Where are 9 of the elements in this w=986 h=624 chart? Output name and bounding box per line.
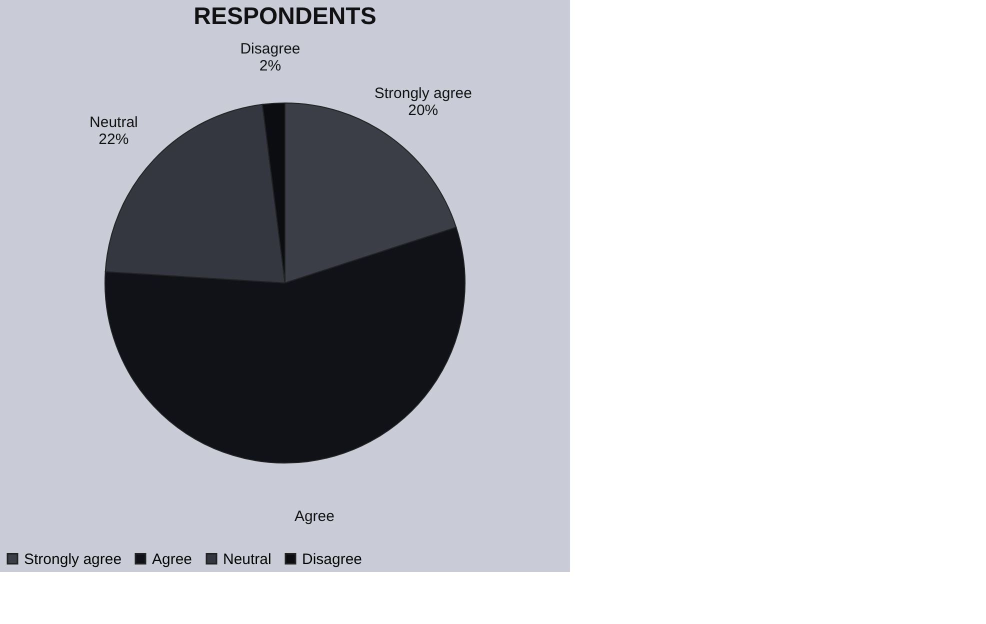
data-label: Agree xyxy=(294,508,334,526)
chart-title: RESPONDENTS xyxy=(194,3,376,30)
legend-label: Agree xyxy=(152,550,192,568)
legend-label: Strongly agree xyxy=(24,550,122,568)
data-label: Strongly agree 20% xyxy=(374,84,472,119)
legend-label: Disagree xyxy=(302,550,362,568)
data-label: Disagree 2% xyxy=(240,40,300,74)
data-label: Neutral 22% xyxy=(90,114,138,148)
legend-label: Neutral xyxy=(223,550,272,568)
